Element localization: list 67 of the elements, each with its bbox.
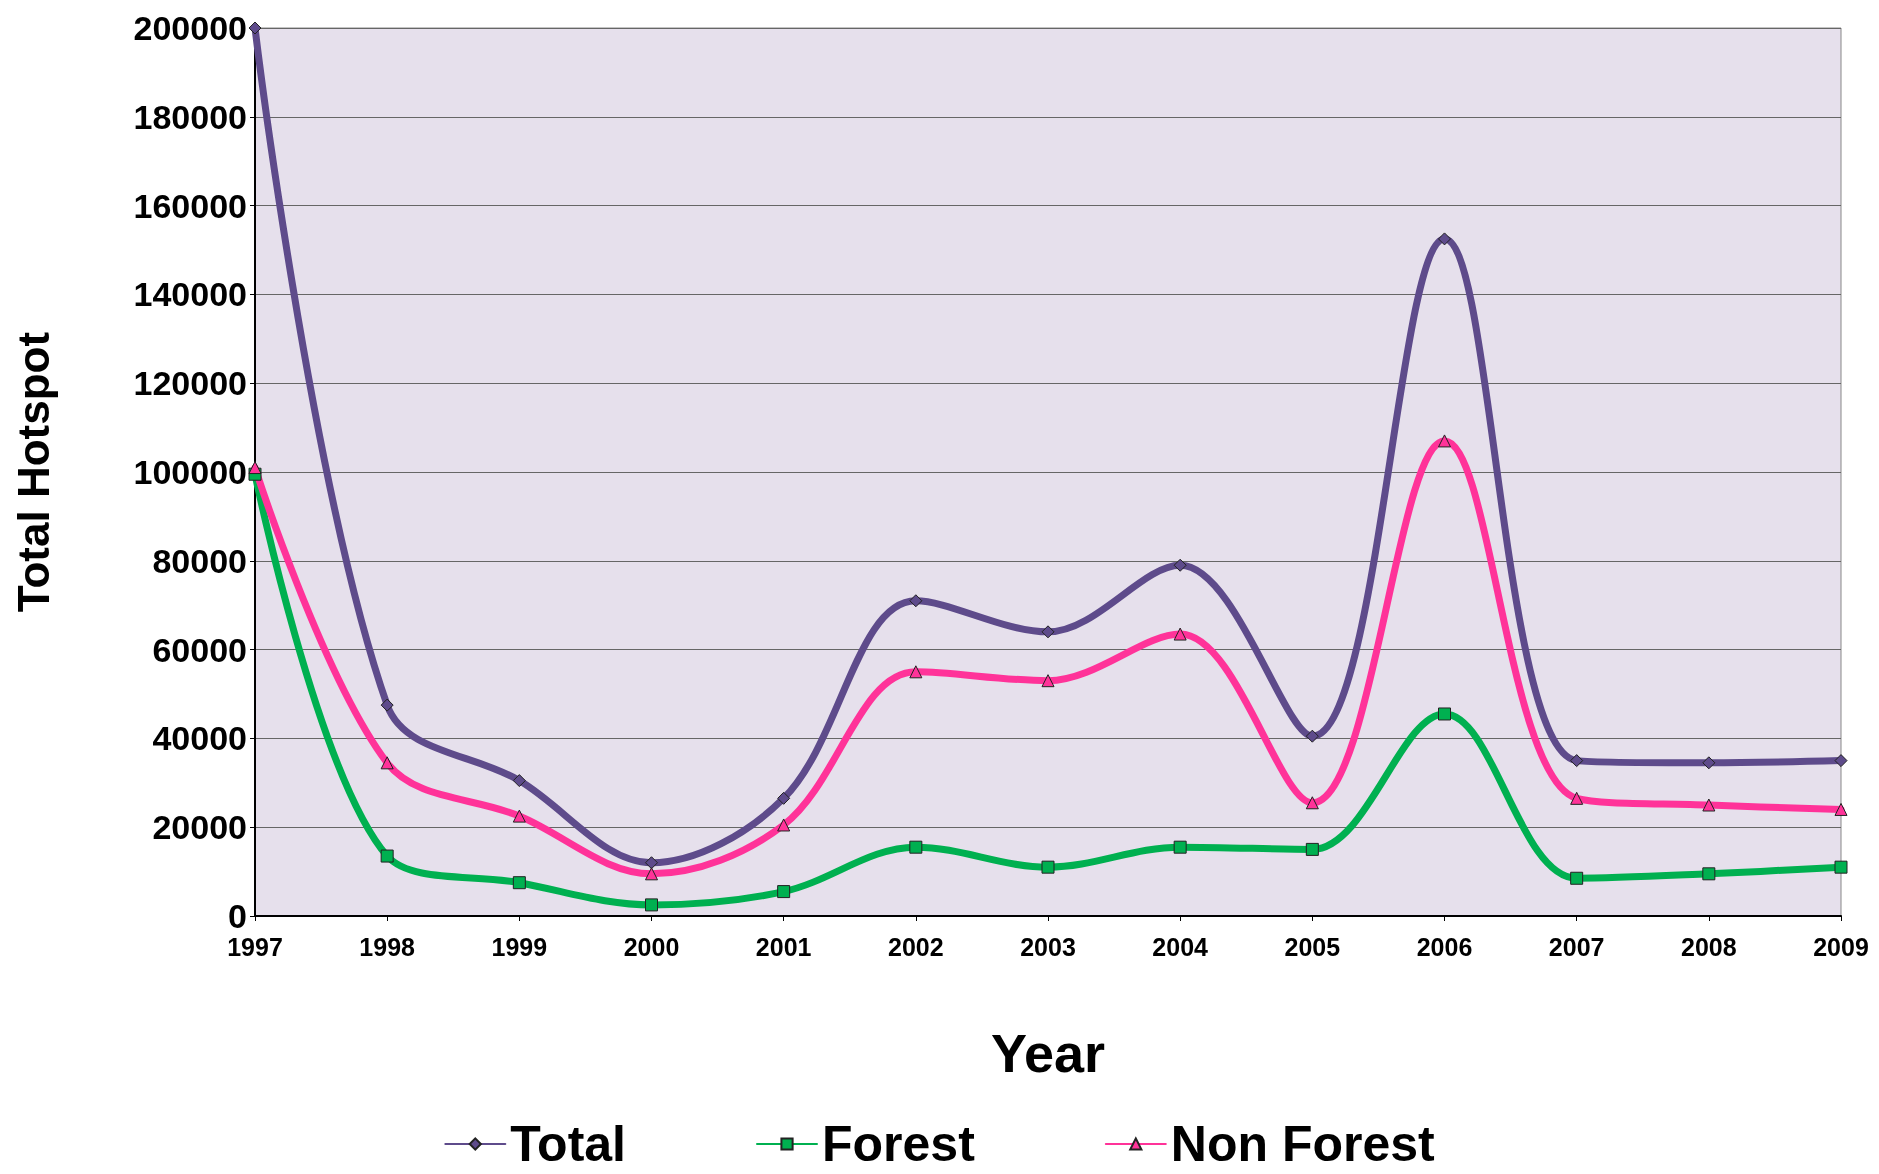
point	[645, 856, 658, 870]
point	[512, 774, 526, 788]
point	[1438, 232, 1451, 246]
point	[1438, 707, 1451, 721]
x-tick-label: 2002	[888, 932, 944, 961]
point	[1834, 860, 1848, 874]
point	[777, 885, 791, 899]
point	[380, 849, 394, 863]
point	[1305, 796, 1319, 810]
point	[248, 21, 262, 35]
x-tick-label: 2003	[1020, 932, 1076, 961]
legend-label: Total	[510, 1116, 627, 1172]
point	[909, 594, 923, 608]
y-tick-label: 180000	[133, 97, 247, 136]
point	[1570, 754, 1584, 768]
y-tick-label: 80000	[152, 541, 247, 580]
point	[512, 809, 526, 823]
y-tick-label: 60000	[152, 630, 247, 669]
point	[512, 876, 526, 890]
x-tick-label: 1998	[359, 932, 416, 961]
point	[1570, 871, 1584, 885]
point	[380, 698, 394, 712]
y-tick-label: 20000	[152, 808, 247, 847]
point	[777, 818, 791, 832]
point	[1173, 840, 1187, 854]
point	[1041, 860, 1055, 874]
point	[1041, 625, 1055, 639]
x-tick-label: 1999	[491, 932, 548, 961]
point	[1173, 627, 1187, 641]
x-tick-label: 2006	[1416, 932, 1473, 961]
legend-label: Non Forest	[1170, 1116, 1436, 1172]
point	[1305, 842, 1319, 856]
point	[1702, 798, 1716, 812]
y-tick-label: 200000	[133, 9, 247, 47]
point	[1305, 729, 1319, 743]
x-axis-title: Year	[990, 1023, 1106, 1083]
point	[909, 665, 923, 679]
point	[1173, 558, 1187, 572]
y-tick-label: 120000	[133, 364, 247, 403]
point	[777, 791, 791, 805]
point	[1438, 434, 1451, 448]
point	[1702, 867, 1716, 881]
y-tick-label: 0	[228, 897, 247, 935]
x-tick-label: 2007	[1548, 932, 1605, 961]
x-tick-label: 2004	[1152, 932, 1209, 961]
point	[380, 756, 394, 770]
point	[909, 840, 923, 854]
x-tick-label: 1997	[227, 932, 283, 961]
point	[1834, 802, 1848, 816]
point	[1570, 791, 1584, 805]
point	[1041, 674, 1055, 688]
x-tick-label: 2001	[755, 932, 812, 961]
point	[1702, 756, 1716, 770]
point	[1834, 754, 1848, 768]
y-tick-label: 100000	[133, 453, 247, 491]
point	[248, 461, 262, 475]
y-axis-title: Total Hotspot	[8, 331, 58, 613]
y-tick-label: 40000	[152, 719, 247, 758]
x-tick-label: 2008	[1681, 932, 1737, 961]
point	[645, 867, 658, 881]
point	[645, 898, 658, 912]
y-tick-label: 160000	[133, 186, 247, 225]
x-tick-label: 2009	[1813, 932, 1869, 961]
legend-label: Forest	[822, 1116, 976, 1172]
y-tick-label: 140000	[133, 275, 247, 314]
x-tick-label: 2000	[623, 932, 680, 961]
x-tick-label: 2005	[1284, 932, 1341, 961]
